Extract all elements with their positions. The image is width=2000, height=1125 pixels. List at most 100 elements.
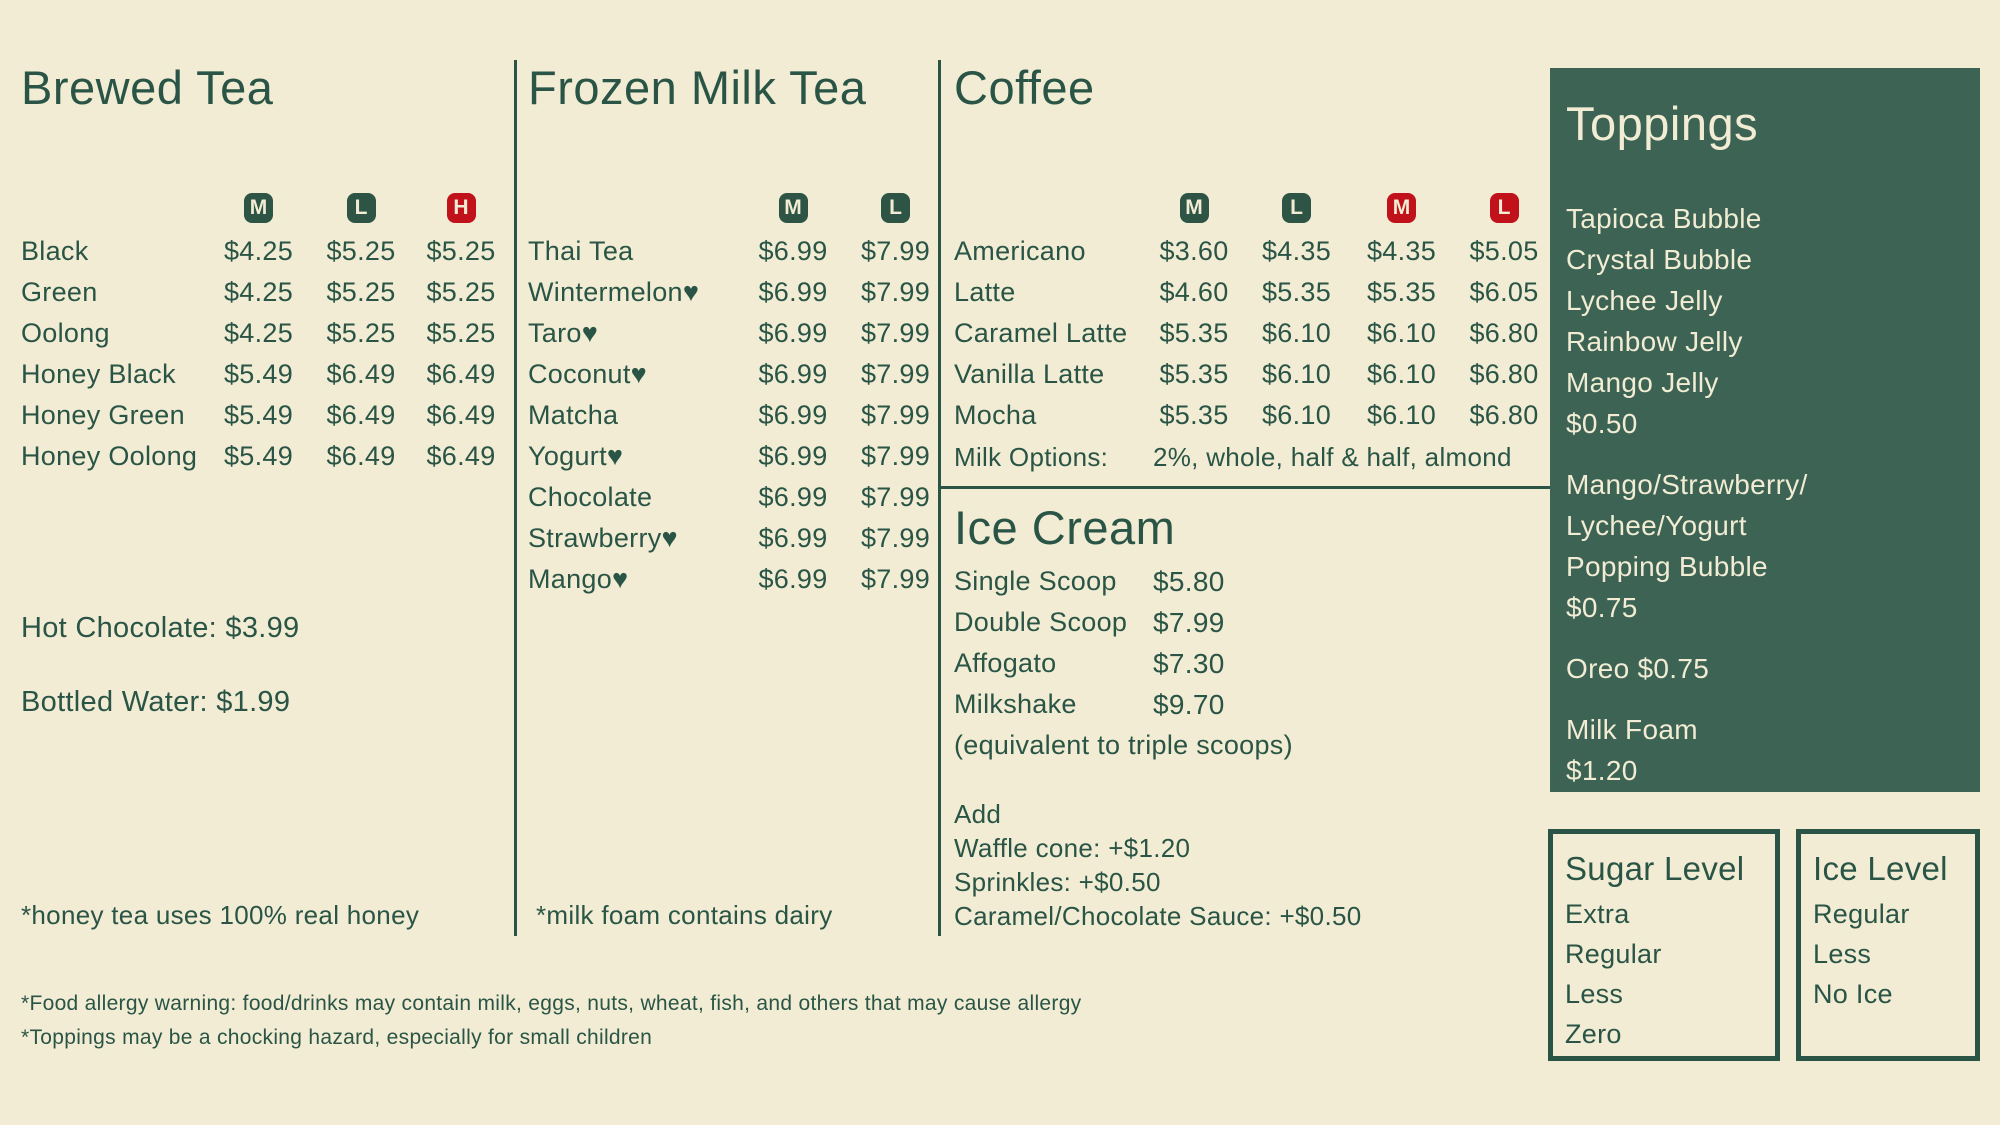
sugar-level-option: Less xyxy=(1565,978,1624,1009)
item-name: Honey Green xyxy=(21,400,185,430)
menu-item-row: Honey Green $5.49 $6.49 $6.49 xyxy=(21,395,516,436)
ice-level-option: Regular xyxy=(1813,898,1910,929)
item-price-l: $7.99 xyxy=(860,318,931,348)
ice-level-box: Ice Level Regular Less No Ice xyxy=(1796,829,1980,1061)
item-price-l: $7.99 xyxy=(860,277,931,307)
item-price-l: $5.25 xyxy=(326,277,396,307)
item-price-m: $5.49 xyxy=(223,359,294,389)
toppings-panel: Toppings Tapioca Bubble Crystal Bubble L… xyxy=(1550,68,1980,792)
milk-options-value: 2%, whole, half & half, almond xyxy=(1153,442,1512,472)
item-price-2: $6.10 xyxy=(1261,318,1332,348)
toppings-title: Toppings xyxy=(1566,97,1759,150)
ice-cream-section: Ice Cream Single Scoop $5.80 Double Scoo… xyxy=(954,500,1554,766)
sugar-level-title: Sugar Level xyxy=(1565,850,1745,887)
item-name: Matcha xyxy=(528,400,619,430)
item-name: Strawberry♥ xyxy=(528,523,678,553)
brewed-tea-size-header: M L H xyxy=(21,187,516,228)
coffee-size-header: M L M L xyxy=(954,187,1554,228)
item-price-4: $6.80 xyxy=(1469,400,1539,430)
coffee-section: Coffee M L M L Americano $3.60 $4.35 $4.… xyxy=(954,60,1554,436)
frozen-milk-tea-rows: Thai Tea $6.99 $7.99 Wintermelon♥ $6.99 … xyxy=(528,231,948,600)
item-price-h: $5.25 xyxy=(426,277,496,307)
item-price-l: $7.99 xyxy=(860,359,931,389)
item-price-m: $6.99 xyxy=(758,523,828,553)
menu-item-row: Chocolate $6.99 $7.99 xyxy=(528,477,948,518)
milk-options-label: Milk Options: xyxy=(954,442,1109,472)
item-name: Americano xyxy=(954,236,1086,266)
brewed-tea-title: Brewed Tea xyxy=(21,61,274,114)
item-name: Single Scoop xyxy=(954,566,1117,596)
item-price-m: $4.25 xyxy=(223,277,294,307)
topping-line: Mango/Strawberry/ xyxy=(1566,468,1808,500)
item-price-2: $5.35 xyxy=(1261,277,1332,307)
item-price-l: $7.99 xyxy=(860,482,931,512)
menu-item-row: Green $4.25 $5.25 $5.25 xyxy=(21,272,516,313)
item-price-1: $3.60 xyxy=(1159,236,1229,266)
item-price-h: $6.49 xyxy=(426,441,496,471)
item-price-l: $7.99 xyxy=(860,523,931,553)
topping-line: Oreo $0.75 xyxy=(1566,652,1710,684)
divider-coffee-icecream xyxy=(938,486,1554,489)
menu-item-row: Affogato $7.30 xyxy=(954,643,1554,684)
topping-price: $0.75 xyxy=(1566,591,1638,623)
menu-item-row: Vanilla Latte $5.35 $6.10 $6.10 $6.80 xyxy=(954,354,1554,395)
item-price-4: $6.05 xyxy=(1469,277,1539,307)
coffee-title: Coffee xyxy=(954,61,1095,114)
item-price-1: $5.35 xyxy=(1159,359,1229,389)
menu-item-row: Black $4.25 $5.25 $5.25 xyxy=(21,231,516,272)
item-name: Thai Tea xyxy=(528,236,634,266)
sugar-level-options: Extra Regular Less Zero xyxy=(1553,894,1775,1054)
sugar-level-option: Zero xyxy=(1565,1018,1622,1049)
item-price-2: $6.10 xyxy=(1261,359,1332,389)
menu-item-row: Mocha $5.35 $6.10 $6.10 $6.80 xyxy=(954,395,1554,436)
item-price-2: $4.35 xyxy=(1261,236,1332,266)
coffee-rows: Americano $3.60 $4.35 $4.35 $5.05 Latte … xyxy=(954,231,1554,436)
add-heading: Add xyxy=(954,798,1002,829)
add-item-sprinkles: Sprinkles: +$0.50 xyxy=(954,866,1161,897)
menu-item-row: Taro♥ $6.99 $7.99 xyxy=(528,313,948,354)
item-price-m: $4.25 xyxy=(223,236,294,266)
item-name: Caramel Latte xyxy=(954,318,1128,348)
menu-item-row: Wintermelon♥ $6.99 $7.99 xyxy=(528,272,948,313)
ice-level-option: No Ice xyxy=(1813,978,1893,1009)
size-badge-medium-iced: M xyxy=(1387,192,1416,223)
item-price: $5.80 xyxy=(1153,565,1225,597)
menu-item-row: Milkshake $9.70 xyxy=(954,684,1554,725)
item-name: Honey Black xyxy=(21,359,176,389)
topping-line: Crystal Bubble xyxy=(1566,243,1753,275)
item-price-l: $6.49 xyxy=(326,441,396,471)
item-name: Black xyxy=(21,236,89,266)
size-badge-large: L xyxy=(881,192,910,223)
item-name: Coconut♥ xyxy=(528,359,647,389)
item-name: Honey Oolong xyxy=(21,441,198,471)
sugar-level-box: Sugar Level Extra Regular Less Zero xyxy=(1548,829,1780,1061)
menu-item-row: Oolong $4.25 $5.25 $5.25 xyxy=(21,313,516,354)
item-price: $7.30 xyxy=(1153,647,1225,679)
toppings-list: Tapioca Bubble Crystal Bubble Lychee Jel… xyxy=(1566,198,1980,791)
item-name: Milkshake xyxy=(954,689,1077,719)
item-price-3: $4.35 xyxy=(1366,236,1437,266)
item-price-l: $5.25 xyxy=(326,318,396,348)
item-name: Yogurt♥ xyxy=(528,441,624,471)
choking-footnote: *Toppings may be a chocking hazard, espe… xyxy=(21,1026,653,1049)
item-price-m: $6.99 xyxy=(758,400,828,430)
item-price-4: $5.05 xyxy=(1469,236,1539,266)
item-price-h: $5.25 xyxy=(426,236,496,266)
frozen-milk-tea-section: Frozen Milk Tea M L Thai Tea $6.99 $7.99… xyxy=(528,60,948,600)
menu-item-row: Americano $3.60 $4.35 $4.35 $5.05 xyxy=(954,231,1554,272)
size-badge-medium: M xyxy=(244,192,273,223)
item-price-3: $6.10 xyxy=(1366,318,1437,348)
hot-chocolate-line: Hot Chocolate: $3.99 xyxy=(21,612,300,644)
item-name: Double Scoop xyxy=(954,607,1128,637)
item-name: Vanilla Latte xyxy=(954,359,1105,389)
milk-foam-footnote: *milk foam contains dairy xyxy=(536,900,833,930)
item-price-m: $6.99 xyxy=(758,441,828,471)
item-name: Green xyxy=(21,277,98,307)
size-badge-large-hot: L xyxy=(1282,192,1311,223)
add-item-sauce: Caramel/Chocolate Sauce: +$0.50 xyxy=(954,900,1362,931)
ice-cream-addons: Add Waffle cone: +$1.20 Sprinkles: +$0.5… xyxy=(954,797,1362,933)
topping-line: Tapioca Bubble xyxy=(1566,202,1762,234)
menu-item-row: Caramel Latte $5.35 $6.10 $6.10 $6.80 xyxy=(954,313,1554,354)
topping-line: Milk Foam xyxy=(1566,713,1698,745)
menu-item-row: Yogurt♥ $6.99 $7.99 xyxy=(528,436,948,477)
